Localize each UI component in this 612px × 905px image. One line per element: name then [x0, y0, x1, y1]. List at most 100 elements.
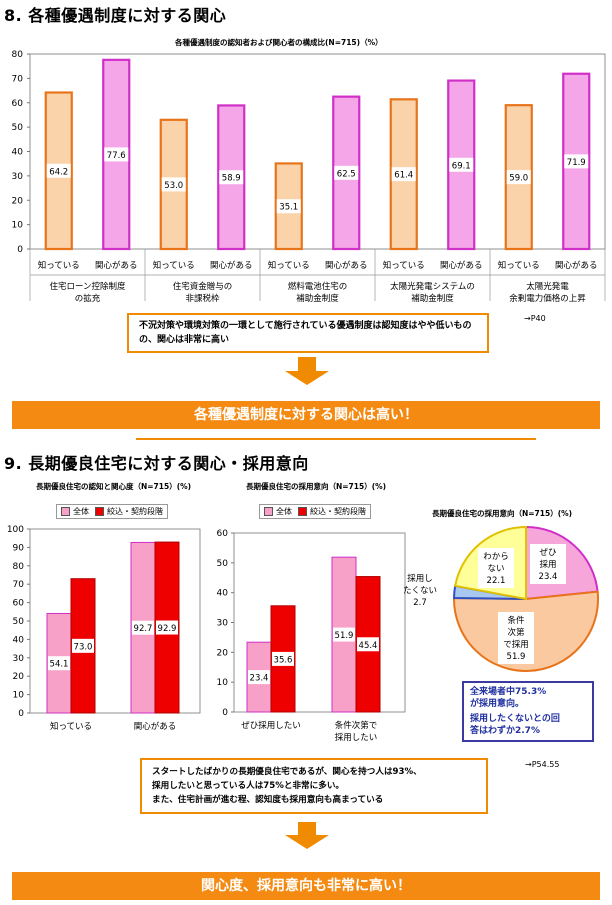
group-label: 補助金制度	[296, 293, 339, 304]
down-arrow-icon	[285, 371, 329, 385]
y-tick-label: 60	[13, 599, 25, 609]
data-label: 92.7	[134, 624, 153, 634]
legend-swatch-narrowed	[95, 507, 104, 516]
legend-swatch-all	[264, 507, 273, 516]
legend-label-narrowed: 絞込・契約段階	[107, 507, 163, 516]
y-tick-label: 90	[13, 543, 25, 553]
callout-line: が採用意向。	[470, 699, 525, 709]
y-tick-label: 70	[12, 74, 24, 84]
y-tick-label: 40	[217, 589, 229, 599]
data-label-bg	[248, 670, 270, 685]
data-label: 58.9	[222, 174, 241, 184]
data-label: 54.1	[50, 660, 69, 670]
y-tick-label: 20	[12, 196, 24, 206]
data-label: 35.1	[279, 203, 298, 213]
data-label: 45.4	[359, 641, 378, 651]
callout-line: 採用したくないとの回	[470, 714, 560, 724]
group-label: 非課税枠	[185, 293, 220, 304]
bar-category-label: 知っている	[268, 260, 310, 271]
y-tick-label: 50	[217, 559, 229, 569]
data-label-bg	[72, 638, 94, 653]
bar-category-label: 知っている	[38, 260, 80, 271]
bar-category-label: 関心がある	[555, 260, 598, 271]
data-label: 71.9	[567, 158, 586, 168]
adoption-chart: 0 10 20 30 40 50 60 23.4 35.6 ぜひ採用したい 51.9 45.4 条件次第…	[217, 529, 406, 743]
chart3-title: 長期優良住宅の採用意向（N=715）(%)	[246, 482, 387, 491]
data-label: 51.9	[335, 631, 354, 641]
y-tick-label: 20	[217, 648, 229, 658]
data-label: 64.2	[49, 167, 68, 177]
bar-category-label: 関心がある	[325, 260, 368, 271]
bar-category-label: 知っている	[498, 260, 540, 271]
pie-label: 採用	[539, 559, 556, 570]
y-tick-label: 80	[12, 50, 24, 60]
legend-recognition: 全体 絞込・契約段階	[56, 504, 168, 519]
group-label: 余剰電力価格の上昇	[509, 293, 586, 304]
y-tick-label: 80	[13, 562, 25, 572]
y-tick-label: 0	[17, 245, 23, 255]
chart4-title: 長期優良住宅の採用意向（N=715）(%)	[432, 509, 573, 518]
legend-label-narrowed: 絞込・契約段階	[310, 507, 366, 516]
recognition-chart: 0 10 20 30 40 50 60 70 80 90 100 54.1 73.0 知っている 92.7 9…	[7, 525, 201, 732]
pie-label: 22.1	[487, 576, 506, 586]
chart1-title: 各種優遇制度の認知者および関心者の構成比(N=715)（%）	[175, 38, 383, 47]
y-tick-label: 60	[217, 529, 229, 539]
pie-label: 条件	[507, 615, 525, 626]
pie-label: ぜひ	[539, 548, 557, 558]
pie-label: ない	[487, 564, 504, 574]
legend-swatch-narrowed	[298, 507, 307, 516]
data-label-bg	[46, 163, 71, 178]
category-label: 採用したい	[335, 732, 378, 743]
data-label-bg	[333, 627, 355, 642]
group-label: 補助金制度	[411, 293, 454, 304]
data-label-bg	[449, 157, 474, 172]
pie-label: たくない	[403, 586, 437, 596]
pie-label: 23.4	[539, 572, 558, 582]
section9-title: 9. 長期優良住宅に対する関心・採用意向	[4, 454, 309, 473]
data-label-bg	[48, 656, 70, 671]
note-line: また、住宅計画が進む程、認知度も採用意向も高まっている	[152, 795, 384, 805]
data-label-bg	[156, 620, 178, 635]
data-label-bg	[564, 154, 589, 169]
callout-line: 全来場者中75.3%	[470, 687, 547, 697]
data-label: 92.9	[158, 624, 177, 634]
data-label-bg	[391, 167, 416, 182]
note-line: 採用したいと思っている人は75%と非常に多い。	[152, 781, 345, 791]
legend-label-all: 全体	[276, 507, 292, 516]
pie-label-bg	[530, 544, 566, 584]
section8-note: 不況対策や環境対策の一環として施行されている優遇制度は認知度はやや低いものの、関…	[127, 313, 489, 353]
y-tick-label: 30	[13, 654, 25, 664]
data-label: 59.0	[509, 174, 528, 184]
down-arrow-stem	[298, 822, 316, 836]
legend-adoption: 全体 絞込・契約段階	[259, 504, 371, 519]
y-tick-label: 10	[217, 678, 229, 688]
data-label: 53.0	[164, 181, 183, 191]
pie-label: で採用	[503, 639, 529, 650]
legend-swatch-all	[61, 507, 70, 516]
data-label-bg	[334, 165, 359, 180]
bar-category-label: 関心がある	[440, 260, 483, 271]
data-label: 77.6	[107, 151, 126, 161]
data-label-bg	[219, 170, 244, 185]
y-tick-label: 40	[13, 635, 25, 645]
y-tick-label: 0	[222, 708, 228, 718]
data-label: 61.4	[394, 171, 413, 181]
pie-label: わから	[483, 552, 509, 562]
y-tick-label: 60	[12, 99, 24, 109]
bar-category-label: 知っている	[153, 260, 195, 271]
category-label: 知っている	[50, 721, 92, 732]
callout-line: 答はわずか2.7%	[470, 726, 540, 736]
group-label: 住宅ローン控除制度	[49, 281, 126, 292]
y-tick-label: 100	[7, 525, 24, 535]
pie-label: 51.9	[507, 652, 526, 662]
y-tick-label: 20	[13, 672, 25, 682]
bar-category-label: 関心がある	[95, 260, 138, 271]
y-tick-label: 50	[12, 123, 24, 133]
category-label: ぜひ採用したい	[241, 720, 301, 731]
data-label-bg	[357, 637, 379, 652]
legend-label-all: 全体	[73, 507, 89, 516]
data-label: 69.1	[452, 161, 471, 171]
section8-note-text: 不況対策や環境対策の一環として施行されている優遇制度は認知度はやや低いものの、関…	[139, 321, 472, 345]
y-tick-label: 40	[12, 148, 24, 158]
category-label: 関心がある	[134, 721, 177, 732]
